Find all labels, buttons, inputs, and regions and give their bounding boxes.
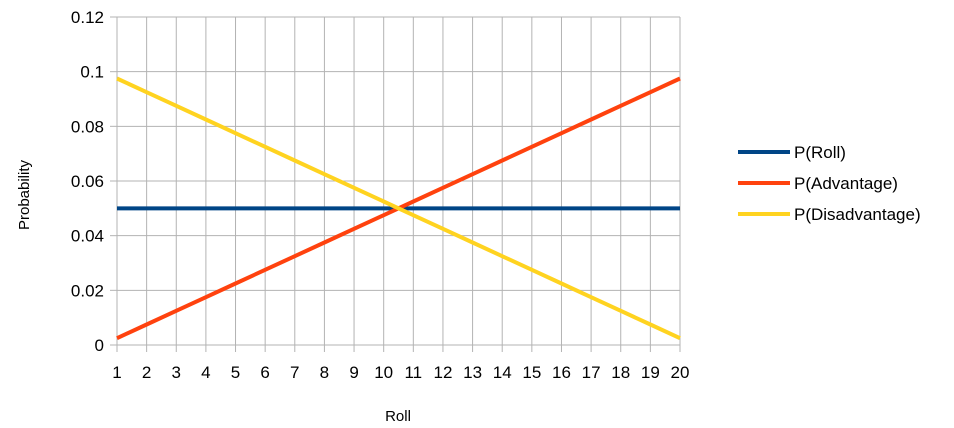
x-tick-label: 8 [320, 363, 329, 382]
legend-label: P(Disadvantage) [794, 205, 921, 224]
x-tick-label: 18 [611, 363, 630, 382]
x-tick-label: 11 [404, 363, 422, 382]
series-lines [116, 76, 681, 340]
x-tick-label: 1 [112, 363, 121, 382]
x-axis-label: Roll [385, 408, 411, 425]
x-tick-label: 17 [582, 363, 601, 382]
y-axis-ticks: 0 0.02 0.04 0.06 0.08 0.1 0.12 [71, 8, 117, 355]
grid-lines [116, 16, 681, 346]
x-tick-label: 16 [552, 363, 571, 382]
x-tick-label: 7 [290, 363, 299, 382]
y-tick-label: 0.06 [71, 172, 104, 191]
y-tick-label: 0.08 [71, 117, 104, 136]
y-axis-label: Probability [16, 159, 33, 230]
x-tick-label: 4 [201, 363, 210, 382]
x-tick-label: 5 [231, 363, 240, 382]
x-tick-label: 14 [493, 363, 512, 382]
x-tick-label: 3 [172, 363, 181, 382]
x-tick-label: 12 [433, 363, 452, 382]
y-tick-label: 0.02 [71, 281, 104, 300]
legend-label: P(Roll) [794, 143, 846, 162]
x-axis-ticks: 1 2 3 4 5 6 7 8 9 10 11 12 13 14 15 16 17 18 19 20 [112, 345, 689, 382]
legend: P(Roll) P(Advantage) P(Disadvantage) [738, 143, 921, 224]
y-tick-label: 0.12 [71, 8, 104, 27]
x-tick-label: 15 [522, 363, 541, 382]
y-tick-label: 0.04 [71, 227, 104, 246]
x-tick-label: 20 [671, 363, 690, 382]
legend-label: P(Advantage) [794, 174, 898, 193]
x-tick-label: 6 [260, 363, 269, 382]
y-tick-label: 0.1 [80, 63, 104, 82]
x-tick-label: 13 [463, 363, 482, 382]
x-tick-label: 10 [374, 363, 393, 382]
x-tick-label: 2 [142, 363, 151, 382]
y-tick-label: 0 [95, 336, 104, 355]
x-tick-label: 9 [349, 363, 358, 382]
series-line [116, 76, 681, 340]
x-tick-label: 19 [641, 363, 660, 382]
